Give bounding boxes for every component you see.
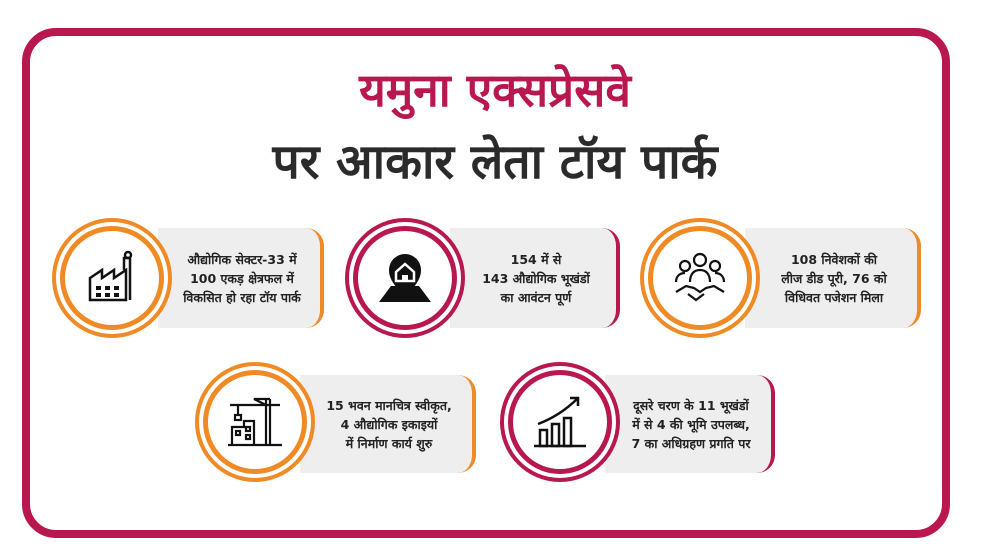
card-line: में से 4 की भूमि उपलब्ध, bbox=[632, 416, 750, 432]
card-line: 108 निवेशकों की bbox=[790, 251, 878, 267]
card-line: दूसरे चरण के 11 भूखंडों bbox=[633, 397, 749, 413]
growth-chart-icon bbox=[508, 370, 612, 474]
card-line: लीज डीड पूरी, 76 को bbox=[781, 270, 887, 286]
title-line-1: यमुना एक्सप्रेसवे bbox=[359, 63, 631, 117]
card-line: 15 भवन मानचित्र स्वीकृत, bbox=[326, 397, 452, 413]
card-line: विधिवत पजेशन मिला bbox=[784, 289, 884, 305]
card-line: 7 का अधिग्रहण प्रगति पर bbox=[631, 435, 751, 451]
card-text: औद्योगिक सेक्टर-33 में 100 एकड़ क्षेत्रफल… bbox=[158, 228, 324, 328]
construction-crane-icon bbox=[203, 370, 307, 474]
card-text: 108 निवेशकों की लीज डीड पूरी, 76 को विधिवत… bbox=[745, 228, 921, 328]
handshake-icon bbox=[648, 226, 752, 330]
card-text: दूसरे चरण के 11 भूखंडों में से 4 की भूमि … bbox=[605, 375, 775, 473]
factory-icon bbox=[60, 226, 164, 330]
card-line: 143 औद्योगिक भूखंडों bbox=[482, 270, 590, 286]
location-home-icon bbox=[353, 226, 457, 330]
card-line: औद्योगिक सेक्टर-33 में bbox=[187, 251, 297, 267]
title-line-2: पर आकार लेता टॉय पार्क bbox=[272, 134, 718, 190]
card-line: का आवंटन पूर्ण bbox=[500, 289, 572, 305]
card-text: 15 भवन मानचित्र स्वीकृत, 4 औद्योगिक इकाइय… bbox=[300, 375, 476, 473]
card-line: विकसित हो रहा टॉय पार्क bbox=[183, 289, 301, 305]
card-line: में निर्माण कार्य शुरु bbox=[345, 435, 433, 451]
card-line: 4 औद्योगिक इकाइयों bbox=[340, 416, 438, 432]
card-text: 154 में से 143 औद्योगिक भूखंडों का आवंटन प… bbox=[450, 228, 620, 328]
card-line: 154 में से bbox=[510, 251, 562, 267]
infographic-frame bbox=[22, 28, 950, 538]
card-line: 100 एकड़ क्षेत्रफल में bbox=[190, 270, 294, 286]
